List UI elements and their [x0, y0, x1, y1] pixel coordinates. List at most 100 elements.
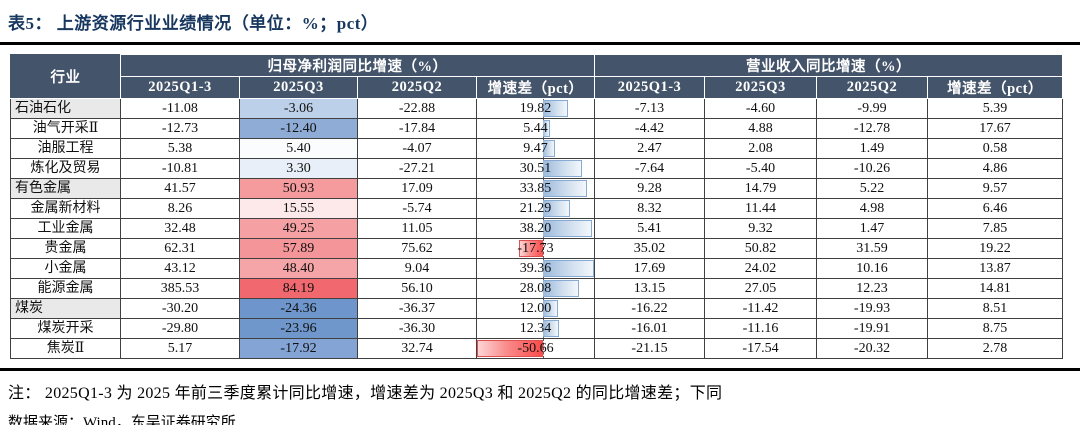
table-row: 煤炭开采 -29.80 -23.96 -36.30 12.34 -16.01 -11.16-… [10, 318, 1063, 339]
revenue-cell: -4.60 [704, 98, 817, 119]
diff-value: -17.73 [517, 241, 554, 256]
profit-cell: 5.40 [239, 138, 358, 159]
col-header-industry: 行业 [10, 54, 121, 99]
table-row: 油服工程 5.38 5.40 -4.07 9.47 2.47 2.08 1.49 0.58 [10, 138, 1063, 159]
revenue-cell: -19.93 [816, 298, 928, 319]
data-bar [542, 140, 555, 157]
table-row: 煤炭 -30.20 -24.36 -36.37 12.00 -16.22 -11.42 -19… [10, 298, 1063, 319]
revenue-cell: 14.81 [927, 278, 1063, 299]
profit-cell: -17.84 [357, 118, 477, 139]
group-header-net-profit: 归母净利润同比增速（%） [120, 54, 595, 77]
data-source: 数据来源：Wind，东吴证券研究所 [8, 415, 236, 425]
revenue-cell: 50.82 [704, 238, 817, 259]
revenue-cell: 9.57 [927, 178, 1063, 199]
diff-value: 19.82 [519, 101, 552, 116]
revenue-cell: -11.42 [704, 298, 817, 319]
col-header: 增速差（pct） [927, 76, 1063, 99]
industry-label: 油气开采Ⅱ [10, 118, 121, 139]
industry-label: 石油石化 [10, 98, 121, 119]
revenue-cell: 17.69 [594, 258, 705, 279]
col-header: 增速差（pct） [476, 76, 595, 99]
revenue-cell: 8.51 [927, 298, 1063, 319]
profit-cell: 32.74 [357, 338, 477, 359]
revenue-cell: 14.79 [704, 178, 817, 199]
bar-axis [542, 239, 544, 258]
data-bar [542, 200, 571, 217]
profit-cell: -5.74 [357, 198, 477, 219]
table-row: 小金属 43.12 48.40 9.04 39.36 17.69 24.02 10.16 13.… [10, 258, 1063, 279]
title-divider [0, 42, 1080, 45]
revenue-cell: -12.78 [816, 118, 928, 139]
revenue-cell: 1.47 [816, 218, 928, 239]
data-bar [542, 320, 559, 337]
revenue-cell: 8.75 [927, 318, 1063, 339]
revenue-cell: -16.01 [594, 318, 705, 339]
revenue-cell: 5.41 [594, 218, 705, 239]
profit-cell: -17.92 [239, 338, 358, 359]
data-bar [519, 240, 543, 257]
revenue-cell: -11.16 [704, 318, 817, 339]
diff-value: 39.36 [519, 261, 552, 276]
revenue-cell: 4.98 [816, 198, 928, 219]
industry-label: 炼化及贸易 [10, 158, 121, 179]
revenue-cell: 31.59 [816, 238, 928, 259]
table-row: 金属新材料 8.26 15.55 -5.74 21.29 8.32 11.44 4.98 6.4… [10, 198, 1063, 219]
profit-diff-cell: 28.08 [476, 278, 595, 299]
table-row: 石油石化 -11.08 -3.06 -22.88 19.82 -7.13 -4.60 -9.9… [10, 98, 1063, 119]
revenue-cell: 2.08 [704, 138, 817, 159]
data-bar [542, 220, 593, 237]
profit-diff-cell: 39.36 [476, 258, 595, 279]
industry-label: 油服工程 [10, 138, 121, 159]
table-title: 表5： 上游资源行业业绩情况（单位：%；pct） [8, 14, 379, 33]
revenue-cell: 5.39 [927, 98, 1063, 119]
diff-value: 9.47 [523, 141, 548, 156]
revenue-cell: -10.26 [816, 158, 928, 179]
revenue-cell: 17.67 [927, 118, 1063, 139]
table-row: 有色金属 41.57 50.93 17.09 33.85 9.28 14.79 5.22 9.5… [10, 178, 1063, 199]
profit-diff-cell: 38.20 [476, 218, 595, 239]
profit-cell: 62.31 [120, 238, 240, 259]
bar-axis [542, 339, 544, 358]
revenue-cell: -7.13 [594, 98, 705, 119]
data-bar [542, 120, 550, 137]
revenue-cell: 13.15 [594, 278, 705, 299]
revenue-cell: 19.22 [927, 238, 1063, 259]
revenue-cell: 2.78 [927, 338, 1063, 359]
profit-cell: 75.62 [357, 238, 477, 259]
profit-cell: 5.17 [120, 338, 240, 359]
profit-cell: 15.55 [239, 198, 358, 219]
data-bar [542, 100, 569, 117]
industry-label: 有色金属 [10, 178, 121, 199]
profit-cell: -30.20 [120, 298, 240, 319]
revenue-cell: 12.23 [816, 278, 928, 299]
profit-diff-cell: 33.85 [476, 178, 595, 199]
profit-cell: 41.57 [120, 178, 240, 199]
col-header: 2025Q1-3 [120, 76, 240, 99]
col-header: 2025Q2 [816, 76, 928, 99]
footer-divider [0, 368, 1080, 371]
revenue-cell: 2.47 [594, 138, 705, 159]
profit-cell: 56.10 [357, 278, 477, 299]
footnote: 注： 2025Q1-3 为 2025 年前三季度累计同比增速，增速差为 2025… [8, 385, 723, 402]
revenue-cell: 13.87 [927, 258, 1063, 279]
data-bar [542, 160, 583, 177]
diff-value: -50.66 [517, 341, 554, 356]
revenue-cell: -17.54 [704, 338, 817, 359]
revenue-cell: -5.40 [704, 158, 817, 179]
col-header: 2025Q2 [357, 76, 477, 99]
profit-cell: 48.40 [239, 258, 358, 279]
diff-value: 21.29 [519, 201, 552, 216]
revenue-cell: 35.02 [594, 238, 705, 259]
table-row: 油气开采Ⅱ -12.73 -12.40 -17.84 5.44 -4.42 4.88 -12.… [10, 118, 1063, 139]
profit-diff-cell: 21.29 [476, 198, 595, 219]
group-header-revenue: 营业收入同比增速（%） [594, 54, 1063, 77]
profit-cell: -11.08 [120, 98, 240, 119]
profit-cell: -12.73 [120, 118, 240, 139]
profit-cell: -12.40 [239, 118, 358, 139]
profit-cell: 5.38 [120, 138, 240, 159]
col-header: 2025Q3 [704, 76, 817, 99]
industry-label: 小金属 [10, 258, 121, 279]
revenue-cell: 6.46 [927, 198, 1063, 219]
diff-value: 12.34 [519, 321, 552, 336]
